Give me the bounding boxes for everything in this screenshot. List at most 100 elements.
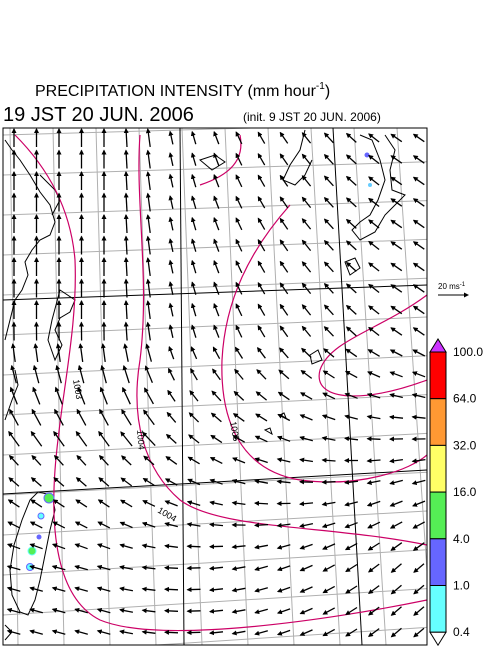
wind-arrow [391,543,402,551]
wind-arrow [31,500,42,507]
wind-arrow [165,611,178,612]
wind-arrow [100,456,109,466]
wind-arrow [121,432,132,446]
wind-arrow [301,393,312,399]
wind-arrow [391,242,402,249]
wind-arrow [211,458,223,464]
colorbar-over [430,339,446,352]
grid-line [3,472,427,495]
wind-arrow [170,175,173,188]
wind-arrow [212,391,221,401]
isobar-label: 1003 [71,379,84,400]
wind-arrow [143,632,156,634]
wind-arrow [347,306,357,315]
wind-arrow [392,607,402,615]
wind-arrow [391,134,402,141]
wind-arrow [280,154,287,165]
wind-arrow [255,631,268,634]
wind-arrow [53,588,66,591]
wind-arrow [189,413,198,422]
wind-arrow [325,133,334,143]
wind-arrow [170,261,173,274]
colorbar-segment [430,399,446,446]
wind-arrow [213,347,219,358]
wind-arrow [170,132,173,145]
wind-arrow [347,155,357,164]
wind-arrow [280,326,287,337]
wind-arrow [279,392,290,399]
wind-arrow [99,500,110,507]
wind-arrow [236,175,242,187]
wind-arrow [414,328,425,335]
reference-vector-label: 20 ms-1 [438,282,466,291]
wind-arrow [148,172,150,190]
wind-arrow [345,502,358,505]
wind-arrow [54,500,65,507]
wind-arrow [392,564,402,572]
wind-arrow [236,348,243,359]
wind-arrow [323,544,335,549]
wind-arrow [148,323,151,341]
wind-arrow [346,565,357,572]
wind-arrow [414,285,425,292]
wind-arrow [369,564,379,572]
wind-arrow [126,194,127,212]
wind-arrow [391,328,402,335]
wind-arrow [280,348,289,358]
wind-arrow [192,261,196,273]
wind-arrow [143,501,155,507]
wind-arrow [212,413,222,421]
wind-arrow [391,501,403,506]
wind-arrow [126,215,127,233]
wind-arrow [347,220,357,229]
sector-lines [3,128,427,645]
wind-arrow [301,371,311,379]
wind-arrow [211,435,222,442]
wind-arrow [8,588,21,591]
wind-arrow [188,457,199,464]
wind-arrow [302,349,311,358]
wind-arrow [392,585,402,593]
colorbar-segment [430,492,446,539]
wind-arrow [347,177,357,186]
wind-arrow [255,503,268,504]
wind-arrow [188,546,201,547]
wind-arrow [280,197,287,208]
title-text: PRECIPITATION INTENSITY (mm hour [35,83,317,100]
wind-arrow [165,632,178,633]
wind-arrow [122,410,131,425]
wind-arrow [165,589,178,590]
wind-arrow [369,263,379,271]
wind-arrow [368,481,381,484]
grid-line [311,128,340,645]
wind-arrow [302,197,310,207]
reference-vector-text: 20 ms [438,282,460,291]
wind-arrow [30,631,43,634]
wind-arrow [169,369,175,381]
wind-arrow [126,237,127,255]
wind-arrow [126,151,127,169]
wind-arrow [414,306,425,313]
wind-arrow [123,388,131,404]
wind-arrow [413,480,426,483]
wind-arrow [34,366,39,383]
wind-arrow [258,218,264,229]
wind-arrow [75,544,87,548]
wind-arrow [258,348,266,358]
wind-arrow [414,607,424,615]
title: PRECIPITATION INTENSITY (mm hour-1) [35,81,330,100]
wind-arrow [169,347,173,359]
wind-arrow [210,589,223,590]
wind-arrow [167,413,175,423]
wind-arrow [255,566,268,569]
wind-arrow [323,460,336,461]
wind-arrow [325,176,334,186]
wind-arrow [414,134,425,141]
wind-arrow [148,194,150,212]
wind-arrow [325,198,334,208]
wind-arrow [414,177,425,184]
wind-arrow [346,586,357,593]
wind-arrow [325,155,334,165]
wind-arrow [347,327,357,336]
map-frame [3,128,427,645]
